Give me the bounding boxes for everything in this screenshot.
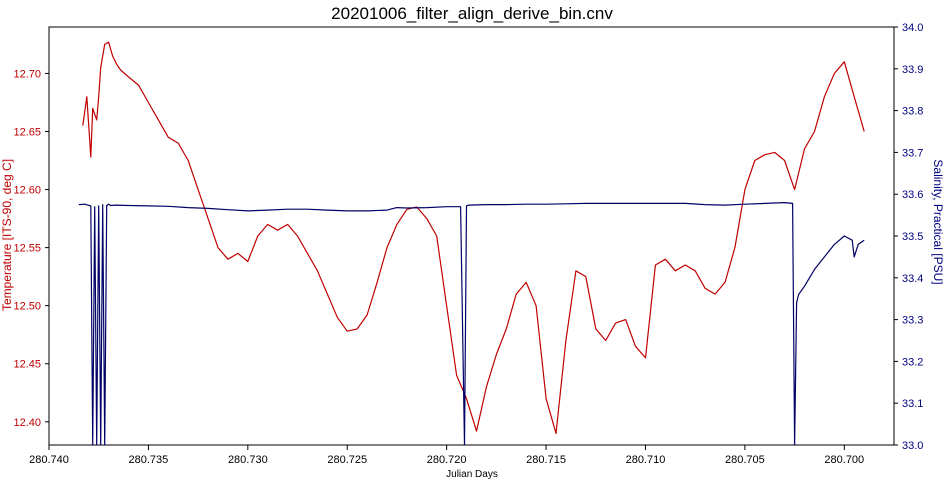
y-left-axis: 12.40 12.45 12.50 12.55 12.60 12.65 12.70 bbox=[13, 68, 49, 429]
temperature-series-line bbox=[82, 41, 865, 434]
x-axis: 280.740 280.735 280.730 280.725 280.720 280.7… bbox=[29, 445, 864, 466]
y-left-tick-label: 12.70 bbox=[13, 68, 41, 80]
y-right-axis-label: Salinity, Practical [PSU] bbox=[931, 159, 944, 284]
y-right-tick-label: 33.7 bbox=[902, 147, 923, 159]
x-tick-label: 280.715 bbox=[526, 454, 566, 466]
y-right-tick-label: 33.4 bbox=[902, 273, 923, 285]
y-right-tick-label: 34.0 bbox=[902, 22, 923, 34]
y-left-tick-label: 12.40 bbox=[13, 417, 41, 429]
y-right-tick-label: 33.5 bbox=[902, 231, 923, 243]
y-left-tick-label: 12.50 bbox=[13, 301, 41, 313]
x-tick-label: 280.730 bbox=[228, 454, 268, 466]
y-right-tick-label: 33.1 bbox=[902, 398, 923, 410]
y-left-tick-label: 12.55 bbox=[13, 243, 41, 255]
series-group bbox=[78, 41, 865, 446]
plot-frame bbox=[48, 26, 895, 446]
salinity-series-line bbox=[78, 202, 865, 446]
x-tick-label: 280.720 bbox=[427, 454, 467, 466]
y-left-axis-label: Temperature [ITS-90, deg C] bbox=[0, 159, 14, 311]
y-right-axis: 33.0 33.1 33.2 33.3 33.4 33.5 33.6 33.7 33.8 33.9… bbox=[894, 22, 923, 452]
x-tick-label: 280.740 bbox=[29, 454, 69, 466]
x-tick-label: 280.700 bbox=[824, 454, 864, 466]
x-tick-label: 280.735 bbox=[129, 454, 169, 466]
y-left-tick-label: 12.60 bbox=[13, 185, 41, 197]
x-tick-label: 280.710 bbox=[626, 454, 666, 466]
y-right-tick-label: 33.3 bbox=[902, 315, 923, 327]
y-left-tick-label: 12.65 bbox=[13, 127, 41, 139]
y-right-tick-label: 33.9 bbox=[902, 64, 923, 76]
x-tick-label: 280.725 bbox=[327, 454, 367, 466]
y-right-tick-label: 33.8 bbox=[902, 106, 923, 118]
y-right-tick-label: 33.2 bbox=[902, 356, 923, 368]
y-left-tick-label: 12.45 bbox=[13, 359, 41, 371]
y-right-tick-label: 33.0 bbox=[902, 440, 923, 452]
chart-title: 20201006_filter_align_derive_bin.cnv bbox=[331, 4, 613, 23]
y-right-tick-label: 33.6 bbox=[902, 189, 923, 201]
x-tick-label: 280.705 bbox=[725, 454, 765, 466]
x-axis-label: Julian Days bbox=[446, 469, 498, 480]
